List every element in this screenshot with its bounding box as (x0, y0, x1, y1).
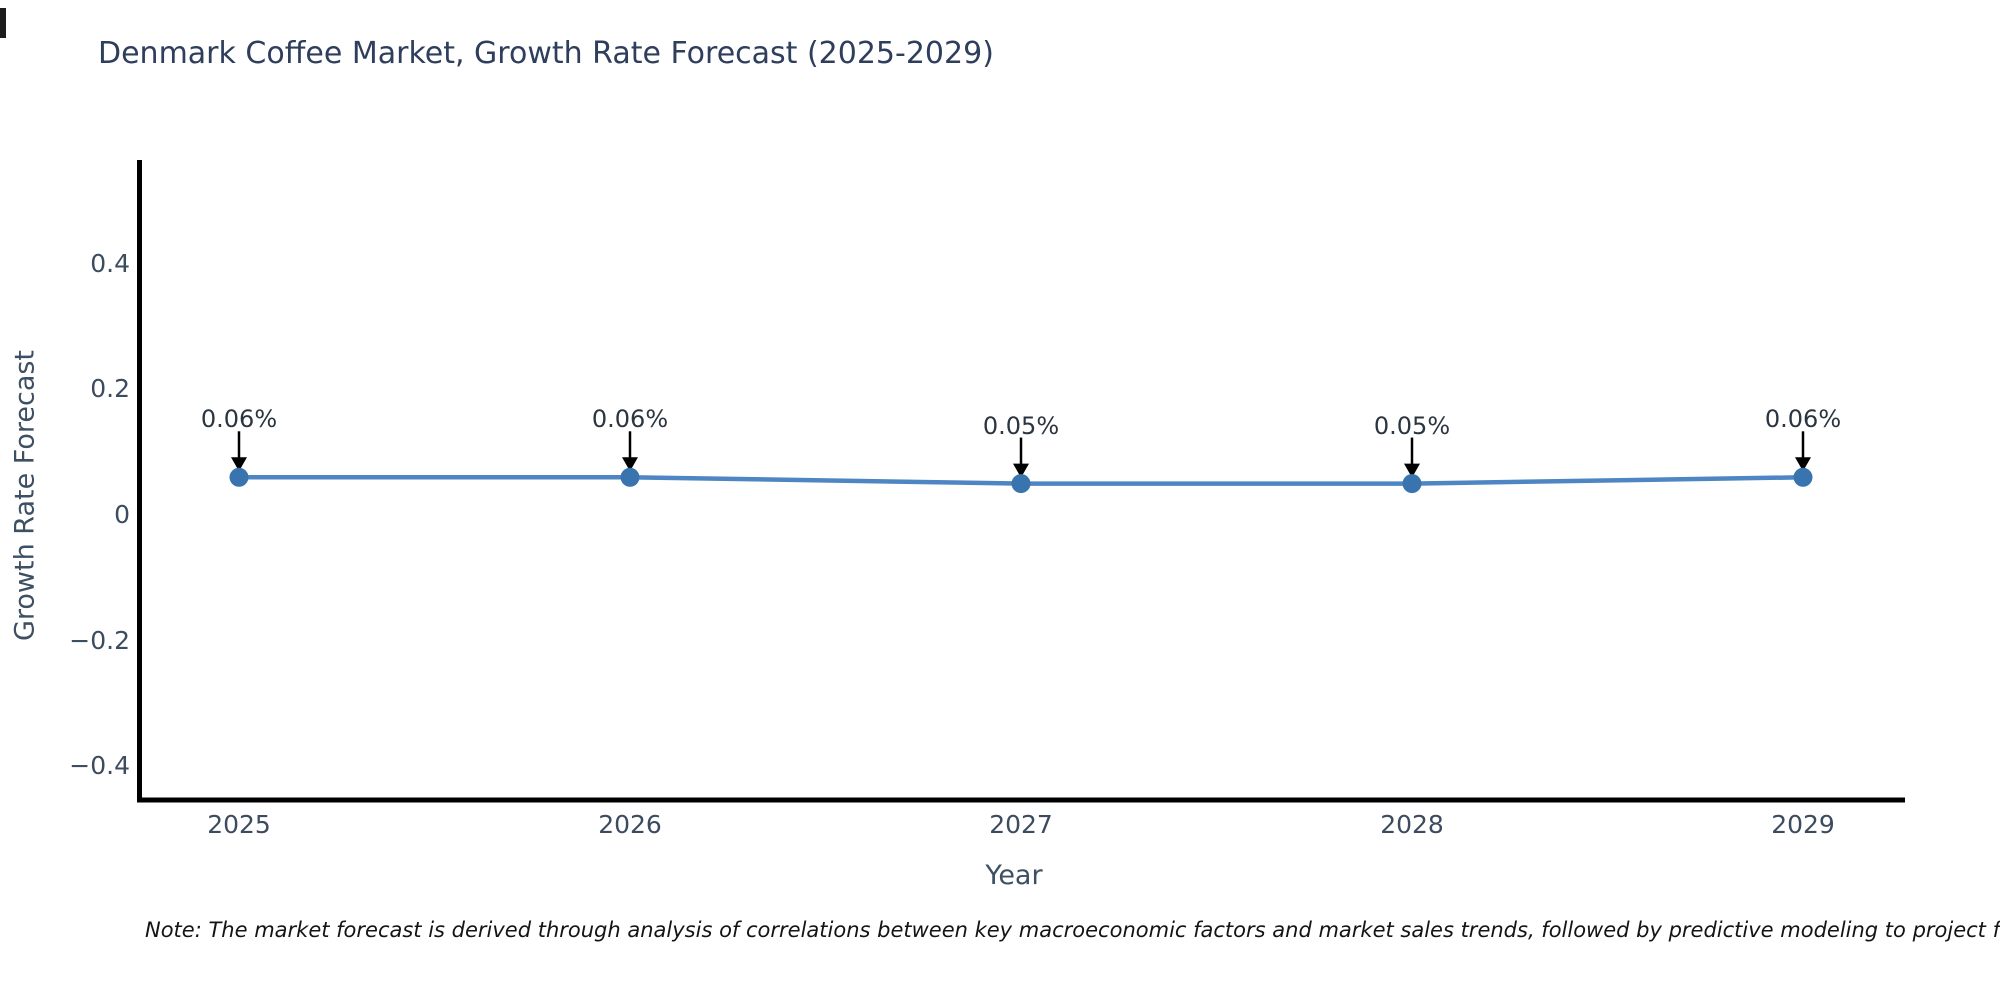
annotation-arrow-head (1013, 463, 1029, 478)
screen-edge-artifact (0, 8, 6, 38)
data-point-marker (1402, 474, 1422, 494)
y-tick-label: 0 (114, 500, 130, 529)
y-tick-label: −0.2 (69, 625, 130, 655)
annotation-arrow-head (1795, 457, 1811, 472)
data-point-marker (620, 467, 640, 487)
x-tick-label: 2025 (207, 810, 271, 839)
point-value-label: 0.06% (1764, 405, 1842, 434)
point-value-label: 0.05% (982, 411, 1060, 440)
x-tick-label: 2029 (1771, 810, 1835, 839)
y-tick-label: 0.2 (90, 374, 130, 404)
x-tick-label: 2028 (1380, 810, 1444, 839)
annotation-arrow-head (231, 457, 247, 472)
x-axis-label: Year (985, 860, 1043, 891)
point-value-label: 0.06% (200, 405, 278, 434)
chart-title: Denmark Coffee Market, Growth Rate Forec… (98, 36, 994, 71)
data-point-marker (229, 467, 249, 487)
data-point-marker (1011, 474, 1031, 494)
y-tick-label: −0.4 (69, 751, 130, 781)
point-value-label: 0.05% (1373, 411, 1451, 440)
x-tick-label: 2027 (989, 810, 1053, 839)
y-tick-label: 0.4 (90, 248, 130, 278)
data-point-marker (1793, 467, 1813, 487)
annotation-arrow-head (622, 457, 638, 472)
point-value-label: 0.06% (591, 405, 669, 434)
x-tick-label: 2026 (598, 810, 662, 839)
footnote: Note: The market forecast is derived thr… (145, 918, 2000, 942)
annotation-arrow-head (1404, 463, 1420, 478)
